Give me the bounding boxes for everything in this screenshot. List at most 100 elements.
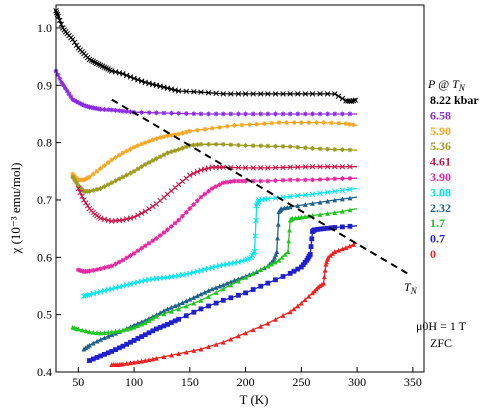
- data-point: [250, 111, 256, 117]
- data-point: [64, 88, 70, 94]
- data-point: [190, 170, 197, 177]
- data-point: [220, 141, 226, 147]
- data-point: [124, 360, 130, 366]
- data-point: [352, 97, 359, 103]
- data-point: [172, 303, 178, 309]
- data-point: [142, 332, 148, 338]
- data-point: [317, 212, 323, 217]
- data-point: [161, 323, 167, 329]
- data-point: [330, 251, 336, 256]
- data-point: [81, 346, 87, 352]
- data-point: [220, 286, 226, 292]
- data-point: [220, 111, 226, 117]
- data-point: [295, 177, 301, 183]
- data-point: [317, 146, 323, 152]
- data-point: [347, 175, 353, 181]
- data-point: [83, 328, 89, 334]
- data-point: [98, 266, 104, 272]
- data-point: [98, 166, 104, 171]
- data-point: [85, 175, 91, 181]
- data-point: [176, 131, 182, 137]
- data-point: [116, 176, 122, 182]
- data-point: [261, 121, 267, 127]
- data-point: [153, 156, 159, 162]
- data-point: [332, 111, 338, 117]
- data-point: [139, 334, 145, 339]
- data-point: [206, 111, 211, 117]
- data-point: [194, 169, 201, 175]
- data-point: [138, 210, 145, 217]
- data-point: [343, 121, 349, 127]
- legend-entry: 3.90: [430, 170, 451, 184]
- data-point: [310, 177, 315, 183]
- data-point: [308, 244, 314, 250]
- data-point: [135, 77, 141, 83]
- data-point: [243, 290, 248, 296]
- legend-entry: 4.61: [430, 155, 451, 169]
- series-6.58: [53, 68, 358, 117]
- data-point: [317, 190, 323, 197]
- series-line: [78, 177, 358, 273]
- data-point: [243, 143, 248, 148]
- data-point: [339, 111, 345, 117]
- data-point: [339, 95, 346, 102]
- data-point: [317, 163, 323, 170]
- data-point: [307, 252, 313, 257]
- data-point: [302, 111, 308, 117]
- data-point: [236, 142, 241, 148]
- data-point: [131, 338, 137, 343]
- data-point: [347, 147, 353, 153]
- data-point: [276, 257, 282, 263]
- data-point: [286, 238, 292, 244]
- data-point: [165, 322, 170, 327]
- data-point: [183, 144, 189, 150]
- data-point: [83, 103, 89, 109]
- data-point: [228, 279, 234, 285]
- data-point: [328, 120, 334, 126]
- data-point: [124, 109, 130, 114]
- data-point: [250, 327, 256, 333]
- data-point: [79, 327, 85, 333]
- data-point: [243, 111, 248, 117]
- data-point: [180, 300, 185, 305]
- data-point: [83, 345, 89, 351]
- data-point: [332, 249, 338, 254]
- data-point: [131, 75, 137, 82]
- data-point: [116, 108, 122, 114]
- data-point: [235, 164, 242, 171]
- data-point: [280, 274, 286, 279]
- data-point: [250, 271, 256, 276]
- data-point: [273, 316, 278, 322]
- data-point: [335, 93, 342, 99]
- data-point: [169, 308, 174, 314]
- data-point: [295, 266, 301, 272]
- data-point: [175, 88, 182, 94]
- data-point: [90, 187, 96, 193]
- series-5.36: [70, 141, 358, 194]
- series-5.90: [70, 120, 358, 183]
- data-point: [198, 111, 204, 117]
- data-point: [183, 209, 189, 215]
- data-point: [187, 206, 193, 211]
- data-point: [165, 306, 170, 312]
- data-point: [142, 208, 148, 215]
- data-point: [105, 107, 111, 113]
- data-point: [285, 249, 291, 254]
- data-point: [339, 208, 345, 214]
- data-point: [101, 163, 107, 168]
- data-point: [120, 257, 126, 263]
- data-point: [318, 226, 324, 232]
- data-point: [71, 39, 78, 46]
- data-point: [287, 227, 292, 233]
- data-point: [79, 102, 85, 107]
- data-point: [306, 120, 312, 125]
- data-point: [161, 110, 167, 116]
- data-point: [198, 194, 204, 200]
- data-point: [306, 293, 312, 299]
- data-point: [75, 326, 81, 332]
- data-point: [113, 261, 118, 267]
- data-point: [339, 246, 345, 252]
- data-point: [135, 143, 141, 149]
- data-point: [58, 21, 65, 28]
- data-point: [183, 129, 189, 135]
